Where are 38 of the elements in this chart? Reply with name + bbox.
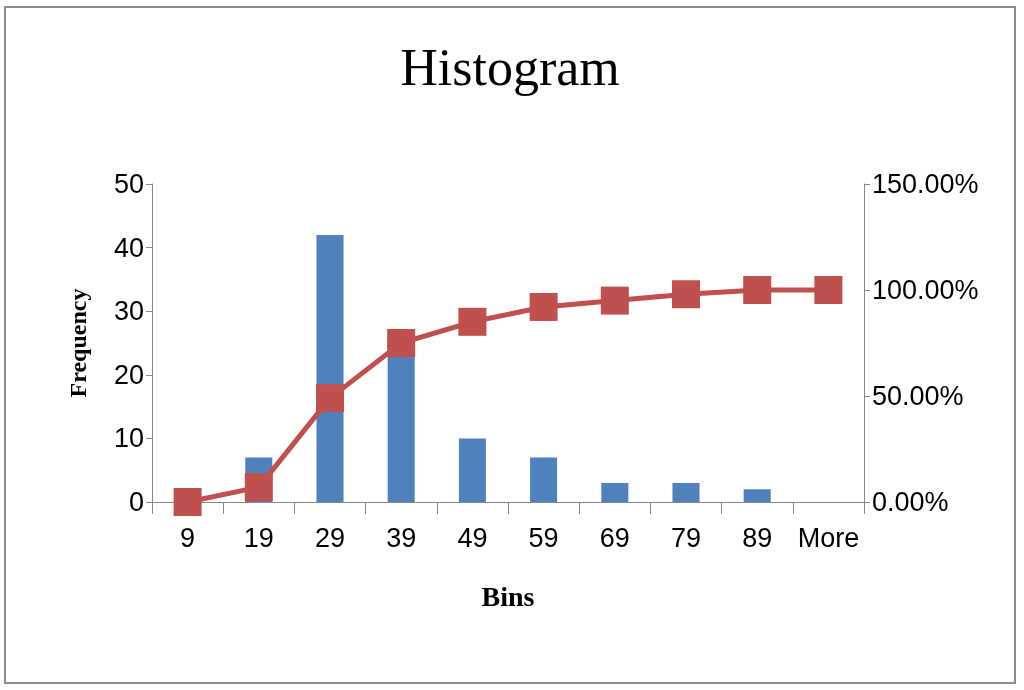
x-tick-label: 19 [243,522,274,553]
chart-title: Histogram [400,38,620,96]
point [173,488,202,516]
x-tick-label: 59 [528,522,559,553]
y-tick-label: 0 [128,487,144,517]
y-tick-label: 10 [113,423,144,454]
point [244,473,273,502]
point [316,384,344,413]
x-tick-label: 9 [180,522,196,553]
x-tick-label: 39 [386,522,417,553]
y2-tick-label: 100.00% [872,275,979,305]
x-axis-title: Bins [481,580,535,612]
point [458,307,487,336]
point [529,292,558,321]
y2-tick-label: 150.00% [872,169,979,199]
point [672,280,700,309]
y-tick-label: 50 [113,169,144,199]
point [743,276,772,304]
x-tick-label: 29 [314,522,346,553]
bar [601,482,629,502]
point [387,329,416,357]
bar [530,457,558,502]
bar [458,438,486,502]
bar [743,489,771,502]
x-tick-label: 69 [599,522,630,553]
x-tick-label: 79 [670,522,702,553]
y-tick-label: 20 [113,359,144,390]
y2-tick-label: 0.00% [872,487,949,517]
y2-tick-label: 50.00% [872,381,964,411]
y-tick-label: 40 [113,232,144,263]
x-tick-label: 49 [457,522,488,553]
bar [672,482,700,502]
x-tick-label: More [797,522,860,553]
y-tick-label: 30 [113,296,144,327]
point [600,286,629,315]
y-axis-title: Frequency [65,288,91,398]
point [814,276,843,304]
x-tick-label: 89 [742,522,773,553]
